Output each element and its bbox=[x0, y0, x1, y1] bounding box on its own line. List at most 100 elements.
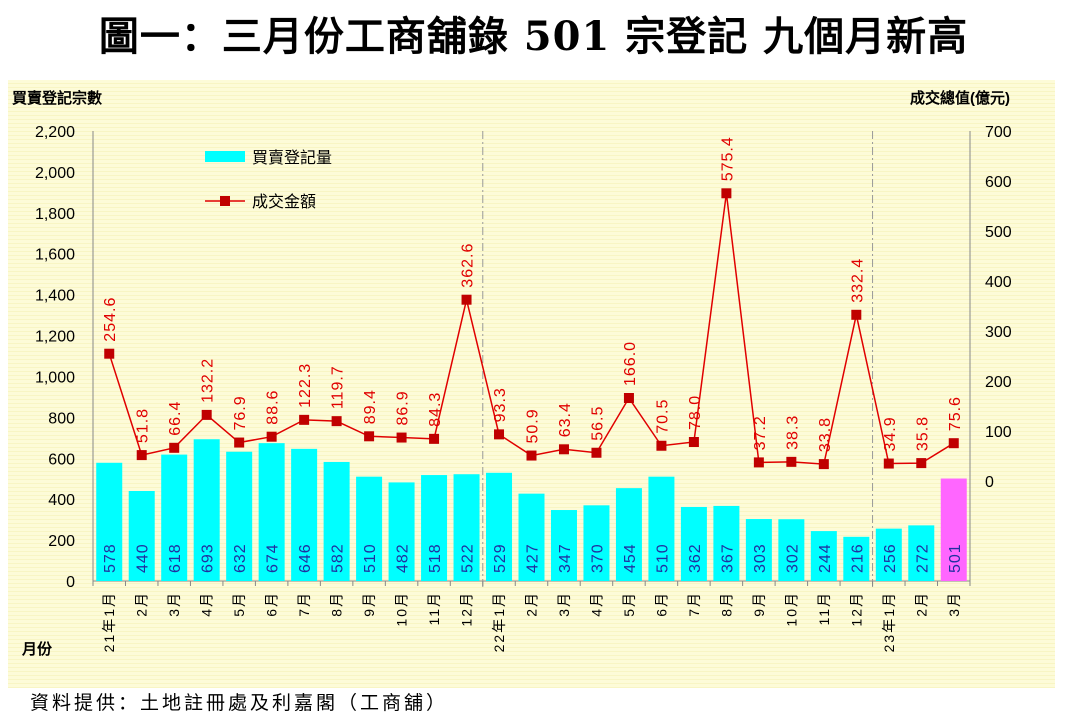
x-tick-label: 2月 bbox=[913, 591, 929, 617]
bar bbox=[583, 505, 610, 581]
line-value-label: 84.3 bbox=[427, 392, 444, 427]
bar-value-label: 578 bbox=[102, 543, 119, 573]
line-value-label: 75.6 bbox=[947, 396, 964, 431]
line-value-label: 66.4 bbox=[167, 401, 184, 436]
bar bbox=[226, 451, 253, 581]
bar bbox=[908, 525, 935, 581]
y2-axis-title: 成交總值(億元) bbox=[910, 89, 1010, 107]
bar bbox=[745, 519, 772, 581]
line-value-label: 63.4 bbox=[557, 402, 574, 437]
x-tick-label: 4月 bbox=[588, 591, 604, 617]
bar-value-label: 454 bbox=[622, 543, 639, 573]
bar-value-label: 582 bbox=[330, 543, 347, 573]
line-marker bbox=[396, 432, 407, 443]
line-marker bbox=[753, 457, 764, 468]
line-value-label: 76.9 bbox=[232, 395, 249, 430]
line-marker bbox=[688, 437, 699, 447]
legend-bar-label: 買賣登記量 bbox=[252, 149, 332, 167]
y-tick-label: 1,600 bbox=[35, 247, 75, 264]
source-note: 資料提供：土地註冊處及利嘉閣（工商舖） bbox=[30, 692, 449, 714]
bar bbox=[518, 493, 545, 581]
x-axis-title: 月份 bbox=[21, 640, 53, 658]
line-marker bbox=[721, 188, 732, 199]
y2-tick-label: 300 bbox=[985, 324, 1012, 341]
line-value-label: 93.3 bbox=[492, 387, 509, 422]
line-value-label: 38.3 bbox=[784, 415, 801, 450]
line-value-label: 78.0 bbox=[687, 395, 704, 430]
line-value-label: 575.4 bbox=[719, 136, 736, 181]
y-tick-label: 800 bbox=[48, 410, 75, 427]
bar bbox=[388, 482, 415, 581]
bar-value-label: 510 bbox=[362, 543, 379, 573]
line-value-label: 50.9 bbox=[525, 408, 542, 443]
x-tick-label: 9月 bbox=[751, 591, 767, 617]
bar-value-label: 362 bbox=[687, 543, 704, 573]
y2-tick-label: 400 bbox=[985, 274, 1012, 291]
x-tick-label: 2月 bbox=[134, 591, 150, 617]
line-marker bbox=[104, 348, 115, 359]
line-value-label: 166.0 bbox=[622, 341, 639, 386]
bar-value-label: 482 bbox=[395, 543, 412, 573]
y-tick-label: 1,200 bbox=[35, 329, 75, 346]
y-tick-label: 2,000 bbox=[35, 165, 75, 182]
bar-value-label: 427 bbox=[525, 543, 542, 573]
line-marker bbox=[136, 450, 147, 461]
bar bbox=[940, 478, 967, 581]
line-marker bbox=[266, 431, 277, 442]
line-value-label: 254.6 bbox=[102, 297, 119, 342]
line-value-label: 88.6 bbox=[265, 390, 282, 425]
bar-value-label: 646 bbox=[297, 543, 314, 573]
line-value-label: 70.5 bbox=[654, 399, 671, 434]
x-tick-label: 3月 bbox=[556, 591, 572, 617]
line-value-label: 37.2 bbox=[752, 415, 769, 450]
bar bbox=[453, 474, 480, 581]
line-marker bbox=[299, 414, 310, 425]
bar-value-label: 510 bbox=[654, 543, 671, 573]
bar-value-label: 674 bbox=[265, 543, 282, 573]
bar-value-label: 618 bbox=[167, 543, 184, 573]
bar-value-label: 303 bbox=[752, 543, 769, 573]
bar-value-label: 347 bbox=[557, 543, 574, 573]
line-marker bbox=[526, 450, 537, 461]
bar-value-label: 518 bbox=[427, 543, 444, 573]
x-tick-label: 11月 bbox=[426, 591, 442, 626]
line-value-label: 51.8 bbox=[135, 408, 152, 443]
line-marker bbox=[429, 433, 440, 444]
bar bbox=[161, 454, 188, 581]
x-tick-label: 10月 bbox=[783, 591, 799, 627]
bar bbox=[486, 472, 513, 581]
y-tick-label: 1,000 bbox=[35, 369, 75, 386]
line-value-label: 56.5 bbox=[589, 406, 606, 441]
line-marker bbox=[591, 447, 602, 458]
bar-value-label: 272 bbox=[914, 543, 931, 573]
line-marker bbox=[656, 440, 667, 451]
y-tick-label: 1,400 bbox=[35, 288, 75, 305]
x-tick-label: 22年1月 bbox=[491, 591, 507, 652]
line-marker bbox=[364, 431, 375, 442]
line-value-label: 86.9 bbox=[395, 390, 412, 425]
bar bbox=[778, 519, 805, 581]
bar bbox=[323, 461, 350, 581]
bar-value-label: 522 bbox=[460, 543, 477, 573]
bar bbox=[810, 531, 837, 581]
line-marker bbox=[916, 458, 927, 469]
legend-bar-swatch bbox=[205, 151, 245, 162]
bar bbox=[356, 476, 383, 581]
x-tick-label: 21年1月 bbox=[101, 591, 117, 652]
y2-tick-label: 500 bbox=[985, 224, 1012, 241]
bar bbox=[96, 462, 123, 581]
y-tick-label: 400 bbox=[48, 492, 75, 509]
bar bbox=[193, 439, 220, 581]
x-tick-label: 6月 bbox=[653, 591, 669, 617]
x-tick-label: 11月 bbox=[816, 591, 832, 626]
bar bbox=[843, 536, 870, 581]
line-value-label: 122.3 bbox=[297, 363, 314, 408]
x-tick-label: 5月 bbox=[231, 591, 247, 617]
x-tick-label: 5月 bbox=[621, 591, 637, 617]
bar bbox=[713, 505, 740, 581]
bar-value-label: 529 bbox=[492, 543, 509, 573]
bar-value-label: 244 bbox=[817, 543, 834, 573]
bar-value-label: 501 bbox=[947, 543, 964, 573]
line-value-label: 35.8 bbox=[914, 416, 931, 451]
